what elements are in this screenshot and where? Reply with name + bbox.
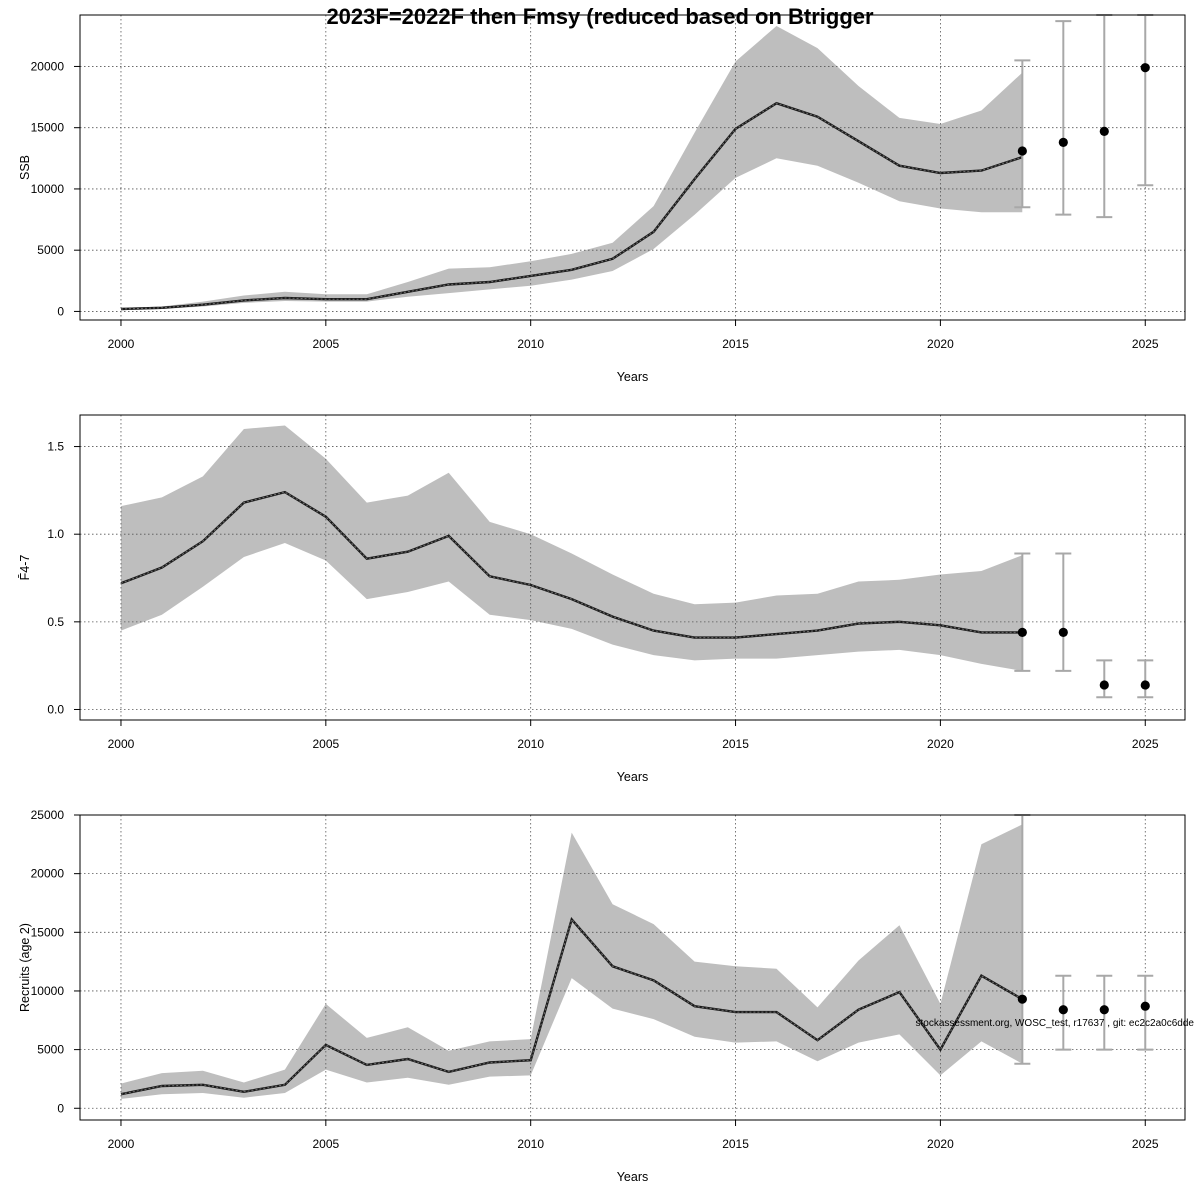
x-tick-label: 2025 [1132,1137,1159,1151]
y-tick-label: 20000 [31,867,65,881]
x-tick-label: 2015 [722,737,749,751]
forecast-point [1017,627,1027,637]
plot-frame [79,414,1186,721]
forecast-point [1058,137,1068,147]
x-tick-label: 2000 [108,1137,135,1151]
y-tick-label: 0 [57,304,64,318]
y-tick-label: 10000 [31,182,65,196]
forecast-point [1099,1005,1109,1015]
x-tick-label: 2020 [927,1137,954,1151]
x-axis-label: Years [617,770,649,784]
y-tick-label: 0.0 [47,702,64,716]
y-tick-label: 0 [57,1101,64,1115]
y-tick-label: 25000 [31,808,65,822]
plot-frame [79,814,1186,1121]
y-tick-label: 5000 [37,243,64,257]
x-tick-label: 2005 [312,1137,339,1151]
main-title: 2023F=2022F then Fmsy (reduced based on … [326,4,874,29]
y-tick-label: 10000 [31,984,65,998]
panel-fbar: 2000 2005 2010 2015 2020 2025 0.0 0.5 1.0 1.5 Year… [18,414,1186,784]
estimate-line-dashes [120,102,1023,310]
confidence-band [121,26,1023,311]
y-axis-label: SSB [18,155,32,180]
x-tick-label: 2015 [722,337,749,351]
x-tick-label: 2025 [1132,337,1159,351]
y-tick-label: 1.5 [47,440,64,454]
footnote: stockassessment.org, WOSC_test, r17637 ,… [916,1018,1195,1029]
forecast-point [1017,994,1027,1004]
x-tick-label: 2015 [722,1137,749,1151]
panel-recruits: 2000 2005 2010 2015 2020 2025 0 5000 10000 15000 2… [18,808,1186,1184]
estimate-line-dashes [120,918,1023,1095]
y-tick-label: 15000 [31,121,65,135]
x-tick-label: 2010 [517,737,544,751]
forecast-point [1017,146,1027,156]
forecast-point [1058,627,1068,637]
confidence-band [121,425,1023,671]
forecast-point [1099,680,1109,690]
forecast-point [1099,126,1109,136]
x-tick-label: 2020 [927,737,954,751]
x-tick-label: 2000 [108,737,135,751]
forecast-point [1058,1005,1068,1015]
forecast-point [1140,63,1150,73]
estimate-line-dashes [120,491,1023,639]
y-tick-label: 0.5 [47,615,64,629]
forecast-point [1140,1001,1150,1011]
plot-frame [79,14,1186,321]
x-axis-label: Years [617,1170,649,1184]
x-tick-label: 2025 [1132,737,1159,751]
y-tick-label: 1.0 [47,527,64,541]
x-tick-label: 2020 [927,337,954,351]
y-tick-label: 5000 [37,1043,64,1057]
x-tick-label: 2005 [312,737,339,751]
y-axis-label: F̄4-7 [18,555,32,581]
y-tick-label: 15000 [31,925,65,939]
x-tick-label: 2010 [517,1137,544,1151]
y-tick-label: 20000 [31,59,65,73]
y-axis-label: Recruits (age 2) [18,923,32,1012]
x-axis-label: Years [617,370,649,384]
x-tick-label: 2010 [517,337,544,351]
forecast-point [1140,680,1150,690]
x-tick-label: 2005 [312,337,339,351]
x-tick-label: 2000 [108,337,135,351]
panel-ssb: 2000 2005 2010 2015 2020 2025 0 5000 10000 15000 2… [18,14,1186,384]
confidence-band [121,824,1023,1099]
